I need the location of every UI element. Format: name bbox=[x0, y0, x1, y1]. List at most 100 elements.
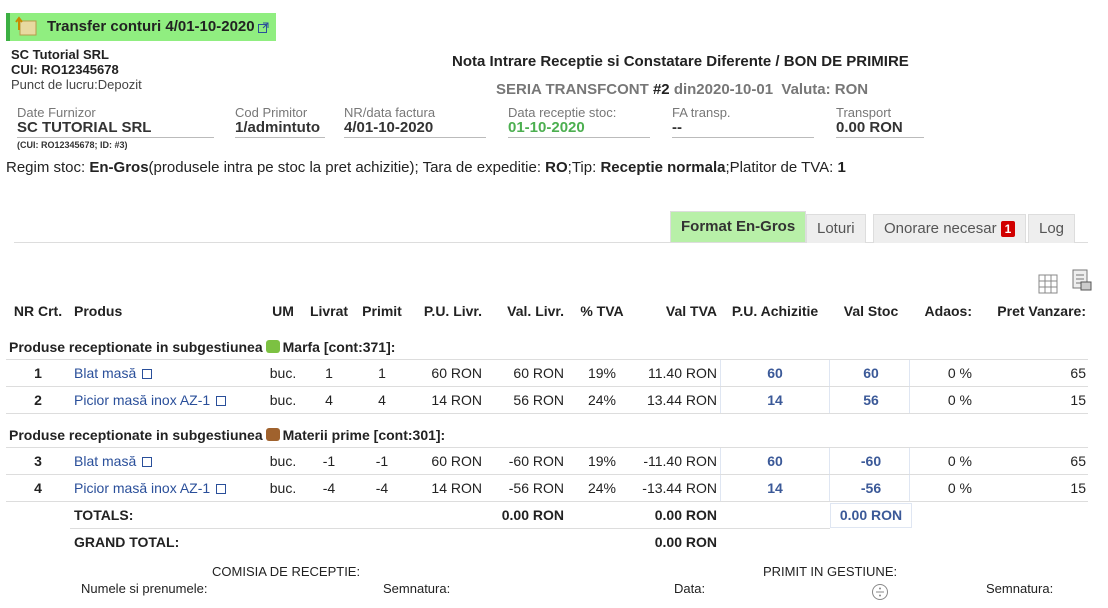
title-bar bbox=[6, 13, 276, 41]
table-cell: 2 bbox=[34, 392, 42, 408]
value-box bbox=[720, 448, 830, 474]
export-icon[interactable] bbox=[1069, 268, 1093, 292]
table-cell[interactable]: Blat masă bbox=[74, 453, 264, 469]
grid-view-icon[interactable] bbox=[1038, 274, 1058, 294]
table-cell: -4 bbox=[322, 480, 336, 496]
table-cell: 60 bbox=[767, 453, 783, 469]
field-label: Cod Primitor bbox=[235, 105, 308, 120]
totals-value: 0.00 RON bbox=[654, 507, 717, 523]
group-prefix: Produse receptionate in subgestiunea bbox=[9, 339, 263, 355]
table-cell[interactable]: Picior masă inox AZ-1 bbox=[74, 392, 264, 408]
table-cell: 0 % bbox=[947, 392, 972, 408]
column-header: % TVA bbox=[580, 303, 624, 319]
field-label: Date Furnizor bbox=[17, 105, 96, 120]
date-label: Data: bbox=[674, 581, 706, 596]
regime-part: ;Platitor de TVA: bbox=[725, 159, 838, 176]
received: PRIMIT IN GESTIUNE: bbox=[763, 564, 898, 579]
column-header: Val Stoc bbox=[843, 303, 899, 319]
table-cell: 60 bbox=[863, 365, 879, 381]
totals-value: 0.00 RON bbox=[839, 507, 903, 523]
company-name: SC Tutorial SRL bbox=[11, 47, 109, 62]
tab[interactable]: Log bbox=[1028, 214, 1076, 243]
table-cell[interactable]: Picior masă inox AZ-1 bbox=[74, 480, 264, 496]
field-label: Data receptie stoc: bbox=[508, 105, 617, 120]
company-location: Punct de lucru:Depozit bbox=[11, 77, 142, 92]
tab[interactable]: Loturi bbox=[806, 214, 866, 243]
page-title[interactable]: Transfer conturi 4/01-10-2020 bbox=[47, 18, 255, 35]
signature-label: Semnatura: bbox=[986, 581, 1054, 596]
field-value: 1/admintuto bbox=[235, 119, 325, 138]
table-cell: 60 RON bbox=[513, 365, 564, 381]
field-label: FA transp. bbox=[672, 105, 731, 120]
table-cell: 4 bbox=[34, 480, 42, 496]
field-label: Transport bbox=[836, 105, 892, 120]
tab-label: Log bbox=[1039, 220, 1065, 237]
table-cell: 65 bbox=[1070, 365, 1086, 381]
regime-part: Regim stoc: bbox=[6, 159, 90, 176]
row-rule bbox=[6, 474, 1088, 475]
table-cell[interactable]: Blat masă bbox=[74, 365, 264, 381]
external-icon[interactable] bbox=[142, 369, 153, 379]
table-cell: 60 bbox=[767, 365, 783, 381]
group-name: Marfa [cont:371]: bbox=[282, 339, 396, 355]
value-box bbox=[830, 503, 912, 528]
divide-icon bbox=[872, 584, 888, 600]
grand-total-label: GRAND TOTAL: bbox=[74, 534, 180, 550]
table-cell: 14 bbox=[767, 480, 783, 496]
table-cell: -1 bbox=[375, 453, 389, 469]
table-cell: -60 bbox=[860, 453, 882, 469]
tab[interactable]: Format En-Gros bbox=[670, 211, 807, 242]
external-icon[interactable] bbox=[142, 457, 153, 467]
regime-part: En-Gros bbox=[89, 159, 149, 176]
value-box bbox=[832, 360, 910, 386]
table-cell: 60 RON bbox=[431, 365, 482, 381]
table-cell: -56 bbox=[860, 480, 882, 496]
table-cell: -56 RON bbox=[508, 480, 564, 496]
table-cell: 56 bbox=[863, 392, 879, 408]
table-cell: 15 bbox=[1070, 480, 1086, 496]
column-header: P.U. Livr. bbox=[423, 303, 482, 319]
totals-label: TOTALS: bbox=[74, 507, 134, 523]
regime-part: RO bbox=[545, 159, 568, 176]
value-box bbox=[720, 387, 830, 413]
group-header: Produse receptionate in subgestiunea Mate… bbox=[9, 427, 445, 443]
table-cell: 1 bbox=[34, 365, 42, 381]
column-header: Val TVA bbox=[665, 303, 717, 319]
external-icon[interactable] bbox=[216, 484, 227, 494]
series-date: din2020-10-01 bbox=[673, 81, 774, 98]
table-cell: 24% bbox=[587, 392, 617, 408]
table-cell: 4 bbox=[325, 392, 333, 408]
column-header: Pret Vanzare: bbox=[997, 303, 1086, 319]
table-cell: 14 RON bbox=[431, 480, 482, 496]
external-icon[interactable] bbox=[258, 22, 269, 33]
tab-label: Onorare necesar bbox=[884, 220, 997, 237]
table-cell: buc. bbox=[269, 453, 297, 469]
external-icon[interactable] bbox=[216, 396, 227, 406]
regime-line: Regim stoc: En-Gros(produsele intra pe s… bbox=[6, 159, 846, 176]
row-rule bbox=[6, 501, 1088, 502]
column-header: UM bbox=[272, 303, 294, 319]
table-cell: 1 bbox=[325, 365, 333, 381]
tab-rule bbox=[14, 242, 1088, 243]
column-header: Livrat bbox=[309, 303, 349, 319]
column-header: Adaos: bbox=[924, 303, 972, 319]
table-cell: -4 bbox=[375, 480, 389, 496]
table-cell: 60 RON bbox=[431, 453, 482, 469]
table-cell: 3 bbox=[34, 453, 42, 469]
field-value: SC TUTORIAL SRL bbox=[17, 119, 214, 138]
table-cell: -13.44 RON bbox=[642, 480, 717, 496]
tab[interactable]: Onorare necesar 1 bbox=[873, 214, 1027, 243]
table-cell: -11.40 RON bbox=[643, 453, 717, 469]
table-cell: 11.40 RON bbox=[648, 365, 717, 381]
row-rule bbox=[6, 413, 1088, 414]
totals-value: 0.00 RON bbox=[501, 507, 564, 523]
column-header: Val. Livr. bbox=[507, 303, 564, 319]
value-box bbox=[832, 475, 910, 501]
table-cell: 14 RON bbox=[431, 392, 482, 408]
table-cell: 0 % bbox=[947, 365, 972, 381]
table-cell: 56 RON bbox=[513, 392, 564, 408]
document-title: Nota Intrare Receptie si Constatare Dife… bbox=[452, 53, 909, 70]
company-cui: CUI: RO12345678 bbox=[11, 62, 119, 77]
series: SERIA TRANSFCONT bbox=[496, 81, 649, 98]
